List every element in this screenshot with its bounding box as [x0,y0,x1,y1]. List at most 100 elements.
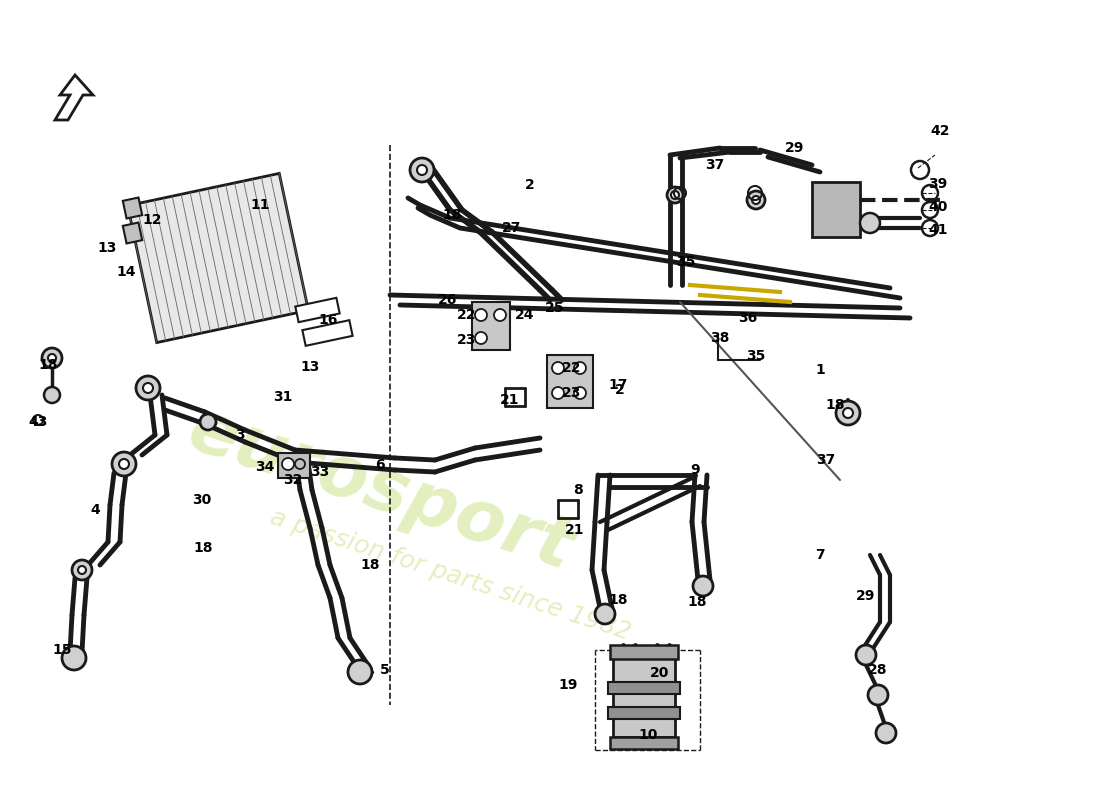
Text: 39: 39 [928,177,947,191]
Polygon shape [472,302,510,350]
Text: 18: 18 [688,595,706,609]
Polygon shape [278,453,310,478]
Circle shape [667,187,683,203]
Text: 29: 29 [785,141,805,155]
Text: 18: 18 [361,558,379,572]
Circle shape [868,685,888,705]
Text: 21: 21 [565,523,585,537]
Text: 20: 20 [650,666,670,680]
Circle shape [747,191,764,209]
Circle shape [860,213,880,233]
Circle shape [595,604,615,624]
Text: 24: 24 [515,308,535,322]
Text: 3: 3 [235,428,245,442]
Circle shape [62,646,86,670]
Text: 22: 22 [458,308,476,322]
Circle shape [552,387,564,399]
Circle shape [475,309,487,321]
Bar [812,182,860,237]
Circle shape [876,723,896,743]
Text: 13: 13 [97,241,117,255]
Text: 18: 18 [825,398,845,412]
Circle shape [42,348,62,368]
Text: 22: 22 [562,361,582,375]
Circle shape [494,309,506,321]
Bar [608,707,680,719]
Text: 6: 6 [375,458,385,472]
Text: 27: 27 [503,221,521,235]
Polygon shape [128,174,308,342]
Text: 18: 18 [194,541,212,555]
Bar [608,682,680,694]
Circle shape [136,376,160,400]
Polygon shape [123,222,142,243]
Circle shape [112,452,136,476]
Bar [610,737,678,749]
Circle shape [48,354,56,362]
Circle shape [44,387,60,403]
Circle shape [417,165,427,175]
Text: eurosport: eurosport [179,395,581,585]
Circle shape [200,414,216,430]
Text: 41: 41 [928,223,948,237]
Text: 35: 35 [676,255,695,269]
Text: 37: 37 [816,453,836,467]
Text: 18: 18 [442,208,462,222]
Text: 25: 25 [546,301,564,315]
Text: 5: 5 [381,663,389,677]
Text: 4: 4 [90,503,100,517]
Circle shape [410,158,435,182]
Text: 21: 21 [500,393,519,407]
Text: 33: 33 [310,465,330,479]
Polygon shape [547,355,593,408]
Text: a passion for parts since 1982: a passion for parts since 1982 [266,506,634,645]
Text: 23: 23 [562,386,582,400]
Text: 31: 31 [273,390,293,404]
Text: 11: 11 [251,198,270,212]
Polygon shape [123,198,142,218]
Text: 32: 32 [284,473,302,487]
Circle shape [574,362,586,374]
Circle shape [693,576,713,596]
Text: 8: 8 [573,483,583,497]
Text: 28: 28 [868,663,888,677]
Circle shape [836,401,860,425]
Circle shape [475,332,487,344]
Text: 18: 18 [39,358,57,372]
Bar [610,645,678,659]
Text: 2: 2 [615,383,625,397]
Text: 23: 23 [458,333,476,347]
Circle shape [574,387,586,399]
Circle shape [72,560,92,580]
Circle shape [856,645,876,665]
Text: 38: 38 [711,331,729,345]
Text: 34: 34 [255,460,275,474]
Text: 13: 13 [300,360,320,374]
Polygon shape [302,320,353,346]
Text: 29: 29 [856,589,876,603]
Text: 30: 30 [192,493,211,507]
Circle shape [552,362,564,374]
Text: 1: 1 [815,363,825,377]
Text: 40: 40 [928,200,948,214]
Text: 7: 7 [815,548,825,562]
Circle shape [282,458,294,470]
Text: 36: 36 [738,311,758,325]
Text: 17: 17 [608,378,628,392]
Text: 37: 37 [705,158,725,172]
Text: 14: 14 [117,265,135,279]
Text: 12: 12 [142,213,162,227]
Circle shape [143,383,153,393]
Circle shape [843,408,852,418]
Text: 16: 16 [318,313,338,327]
Text: 2: 2 [525,178,535,192]
Circle shape [752,196,760,204]
Polygon shape [295,298,340,322]
Text: 19: 19 [559,678,578,692]
Bar [613,657,675,737]
Text: 18: 18 [608,593,628,607]
Text: 15: 15 [53,643,72,657]
Circle shape [671,191,679,199]
Circle shape [78,566,86,574]
Text: 9: 9 [690,463,700,477]
